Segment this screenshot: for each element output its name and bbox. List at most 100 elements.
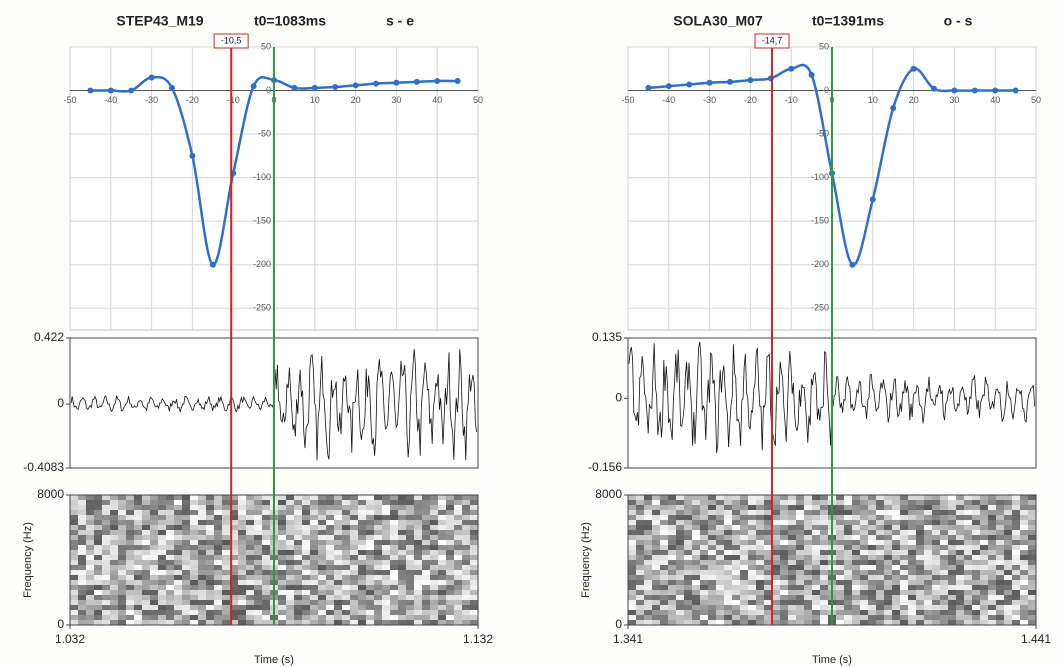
spectrogram-cell (118, 530, 126, 535)
spectrogram-cell (908, 605, 916, 610)
spectrogram-cell (142, 590, 150, 595)
spectrogram-cell (398, 590, 406, 595)
spectrogram-cell (254, 535, 262, 540)
spectrogram-cell (430, 550, 438, 555)
spectrogram-cell (174, 605, 182, 610)
data-point (87, 87, 94, 94)
spectrogram-cell (198, 545, 206, 550)
spectrogram-cell (852, 515, 860, 520)
spectrogram-cell (294, 530, 302, 535)
spectrogram-cell (174, 615, 182, 620)
spectrogram-cell (668, 515, 676, 520)
spectrogram-cell (1012, 600, 1020, 605)
spectrogram-cell (166, 525, 174, 530)
spectrogram-cell (230, 520, 238, 525)
spectrogram-cell (1028, 605, 1036, 610)
spectrogram-cell (78, 605, 86, 610)
spectrogram-cell (126, 505, 134, 510)
spectrogram-cell (748, 575, 756, 580)
spectrogram-cell (278, 565, 286, 570)
spectrogram-cell (374, 540, 382, 545)
spectrogram-cell (182, 570, 190, 575)
spectrogram-cell (756, 550, 764, 555)
spectrogram-cell (126, 545, 134, 550)
spectrogram-cell (812, 505, 820, 510)
spectrogram-cell (382, 620, 390, 625)
spectrogram-cell (438, 520, 446, 525)
spectrogram-cell (1004, 550, 1012, 555)
spectrogram-cell (660, 550, 668, 555)
spectrogram-cell (652, 580, 660, 585)
spectrogram-cell (78, 565, 86, 570)
spectrogram-cell (110, 555, 118, 560)
spectrogram-cell (660, 520, 668, 525)
spectrogram-cell (126, 540, 134, 545)
spectrogram-cell (310, 535, 318, 540)
spectrogram-cell (940, 570, 948, 575)
spectrogram-cell (796, 510, 804, 515)
spectrogram-cell (972, 540, 980, 545)
spectrogram-cell (628, 580, 636, 585)
spectrogram-cell (932, 610, 940, 615)
spectrogram-cell (246, 560, 254, 565)
spectrogram-cell (198, 505, 206, 510)
spectrogram-cell (286, 510, 294, 515)
spectrogram-cell (414, 540, 422, 545)
spectrogram-cell (342, 525, 350, 530)
spectrogram-cell (190, 580, 198, 585)
spectrogram-cell (470, 615, 478, 620)
spectrogram-cell (996, 520, 1004, 525)
spectrogram-cell (1028, 550, 1036, 555)
spectrogram-cell (118, 585, 126, 590)
spectrogram-cell (406, 540, 414, 545)
spectrogram-cell (836, 520, 844, 525)
spectrogram-cell (286, 565, 294, 570)
spectrogram-cell (230, 570, 238, 575)
spectrogram-cell (350, 500, 358, 505)
spectrogram-cell (158, 510, 166, 515)
spectrogram-cell (206, 590, 214, 595)
spectrogram-cell (668, 510, 676, 515)
spectrogram-cell (700, 545, 708, 550)
spectrogram-cell (278, 535, 286, 540)
spectrogram-cell (174, 500, 182, 505)
spectrogram-cell (788, 535, 796, 540)
spectrogram-cell (972, 620, 980, 625)
spectrogram-cell (342, 515, 350, 520)
spectrogram-cell (740, 590, 748, 595)
spectrogram-cell (972, 615, 980, 620)
spectrogram-cell (884, 610, 892, 615)
spectrogram-cell (796, 495, 804, 500)
spectrogram-cell (924, 575, 932, 580)
spectrogram-cell (350, 520, 358, 525)
spectrogram-cell (278, 605, 286, 610)
spectrogram-cell (804, 585, 812, 590)
y-tick-label: 0 (615, 617, 622, 631)
spectrogram-cell (748, 500, 756, 505)
spectrogram-cell (134, 600, 142, 605)
spectrogram-cell (238, 495, 246, 500)
spectrogram-cell (150, 535, 158, 540)
spectrogram-cell (278, 580, 286, 585)
spectrogram-cell (190, 620, 198, 625)
spectrogram-cell (684, 535, 692, 540)
spectrogram-cell (214, 565, 222, 570)
spectrogram-cell (668, 565, 676, 570)
spectrogram-cell (366, 570, 374, 575)
spectrogram-cell (756, 505, 764, 510)
spectrogram-cell (996, 600, 1004, 605)
spectrogram-cell (932, 520, 940, 525)
spectrogram-cell (852, 610, 860, 615)
spectrogram-cell (724, 565, 732, 570)
spectrogram-cell (868, 550, 876, 555)
spectrogram-cell (964, 560, 972, 565)
spectrogram-cell (382, 545, 390, 550)
spectrogram-cell (70, 535, 78, 540)
spectrogram-cell (716, 555, 724, 560)
spectrogram-cell (812, 550, 820, 555)
spectrogram-cell (222, 570, 230, 575)
spectrogram-cell (852, 585, 860, 590)
spectrogram-cell (254, 525, 262, 530)
spectrogram-cell (302, 535, 310, 540)
spectrogram-cell (812, 605, 820, 610)
